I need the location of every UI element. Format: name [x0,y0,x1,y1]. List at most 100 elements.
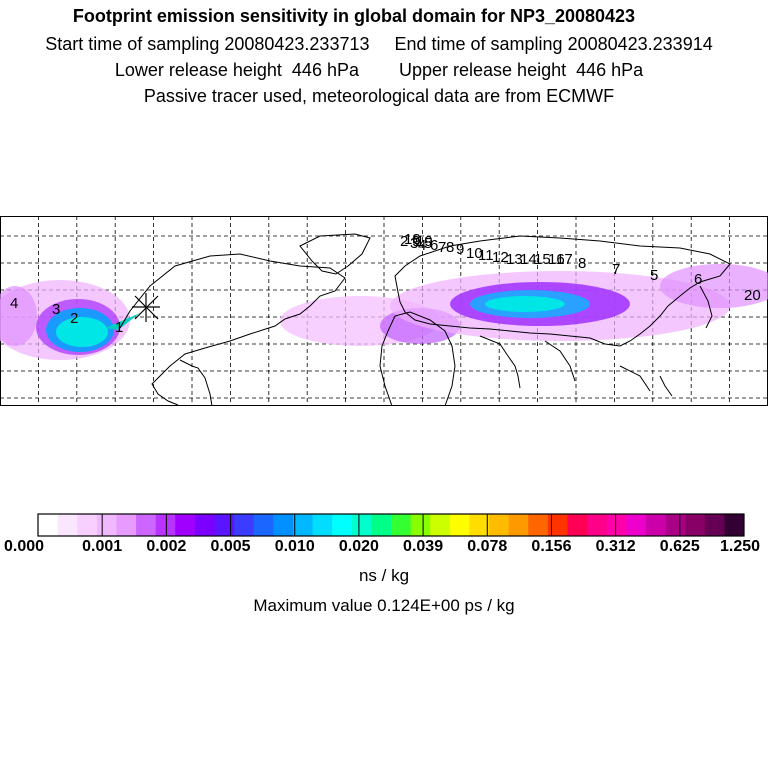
trajectory-label: 2 [400,233,408,250]
colorbar-cell [430,514,451,536]
colorbar-cell [57,514,78,536]
trajectory-label: 3 [52,301,60,318]
colorbar-tick-label: 0.001 [82,538,123,555]
colorbar-tick-label: 0.005 [210,538,251,555]
colorbar-cell [136,514,157,536]
coast-se-asia [619,365,673,397]
trajectory-label: 4 [418,237,426,254]
colorbar-tick-label: 0.020 [338,538,379,555]
coast-india [479,335,576,389]
plume-core-asia [485,296,565,312]
release-height-line: Lower release height 446 hPa Upper relea… [114,60,644,80]
colorbar-cell [606,514,627,536]
page-title: Footprint emission sensitivity in global… [72,6,636,26]
colorbar-cell [567,514,588,536]
colorbar [37,513,745,537]
trajectory-label: 20 [744,287,761,304]
colorbar-cell [665,514,686,536]
colorbar-cell [489,514,510,536]
trajectory-label: 8 [446,239,454,256]
colorbar-cell [371,514,392,536]
colorbar-cell [332,514,353,536]
colorbar-cell [410,514,431,536]
plume-east-asia [660,264,768,308]
sampling-time-line: Start time of sampling 20080423.233713 E… [45,34,713,54]
trajectory-label: 14 [520,251,537,268]
trajectory-label: 1 [115,319,123,336]
colorbar-tick-label: 0.002 [146,538,187,555]
colorbar-dividers [101,514,681,536]
colorbar-frame [37,513,745,537]
coastlines [119,233,731,406]
colorbar-cell [253,514,274,536]
colorbar-cell [469,514,490,536]
colorbar-tick-label: 0.010 [274,538,315,555]
trajectory-label: 2 [70,310,78,327]
colorbar-cell [38,514,59,536]
trajectory-label: 19 [416,233,433,250]
trajectory-label: 10 [466,245,483,262]
colorbar-cell [234,514,255,536]
colorbar-tick-label: 0.000 [3,538,45,555]
colorbar-cell [587,514,608,536]
colorbar-cell [547,514,568,536]
colorbar-cell [77,514,98,536]
colorbar-cell [508,514,529,536]
trajectory-label: 6 [430,237,438,254]
colorbar-cell [724,514,745,536]
trajectory-label: 5 [650,267,658,284]
colorbar-tick-label: 0.625 [659,538,700,555]
colorbar-cell [292,514,313,536]
colorbar-cell [351,514,372,536]
colorbar-cell [116,514,137,536]
colorbar-tick-label: 0.078 [467,538,508,555]
colorbar-cells [38,514,745,536]
colorbar-cell [704,514,725,536]
colorbar-cell [645,514,666,536]
trajectory-label: 3 [410,235,418,252]
colorbar-tick-label: 1.250 [719,538,761,555]
colorbar-cell [528,514,549,536]
colorbar-cell [214,514,235,536]
trajectory-label: 8 [578,255,586,272]
coast-eurasia [394,235,731,347]
colorbar-cell [194,514,215,536]
trajectory-label: 4 [10,295,18,312]
plume-west-edge [0,286,37,346]
trajectory-label: 7 [438,239,446,256]
colorbar-cell [175,514,196,536]
colorbar-tick-label: 0.039 [403,538,444,555]
colorbar-units: ns / kg [358,566,410,585]
coast-north-america [119,253,346,406]
colorbar-cell [685,514,706,536]
trajectory-label: 16 [548,251,565,268]
colorbar-cell [626,514,647,536]
coast-africa [379,311,456,406]
trajectory-label: 13 [506,251,523,268]
trajectory-label: 12 [492,249,509,266]
trajectory-label: 9 [456,241,464,258]
colorbar-cell [155,514,176,536]
colorbar-tick-label: 0.156 [531,538,572,555]
trajectory-label: 9 [412,233,420,250]
colorbar-cell [449,514,470,536]
colorbar-cell [273,514,294,536]
trajectory-label: 7 [612,261,620,278]
trajectory-label: 18 [404,231,421,248]
colorbar-tick-label: 0.312 [595,538,636,555]
colorbar-cell [96,514,117,536]
sensitivity-plume [0,264,768,360]
coast-greenland [299,233,371,275]
trajectory-label: 6 [694,271,702,288]
plume-core-pacific-east [56,317,108,347]
coast-japan [699,285,713,329]
plume-tail-us [105,313,140,330]
colorbar-cell [391,514,412,536]
colorbar-cell [312,514,333,536]
maximum-value: Maximum value 0.124E+00 ps / kg [253,596,515,615]
trajectory-label: 17 [556,251,573,268]
receptor-marker [132,293,160,322]
trajectory-label: 5 [424,235,432,252]
